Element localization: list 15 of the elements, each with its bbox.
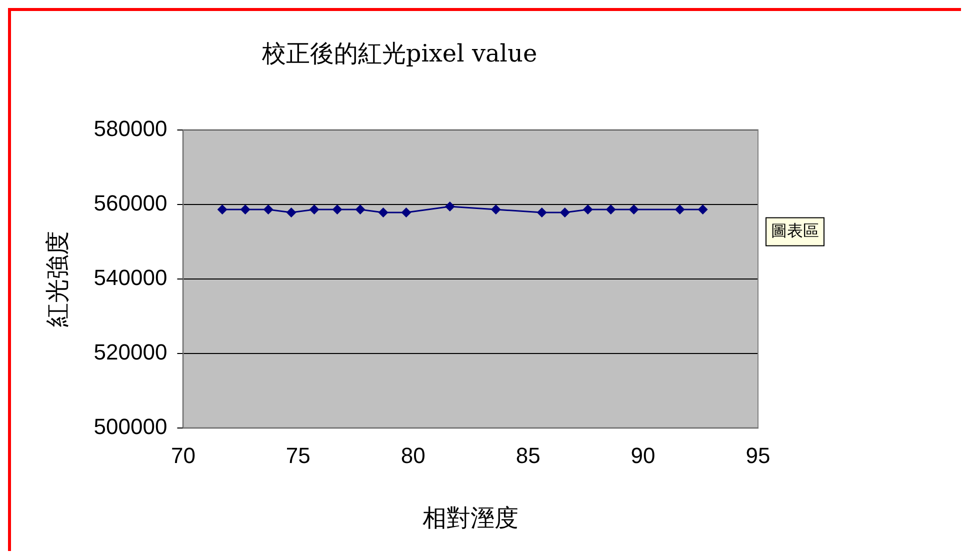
y-axis-title: 紅光強度 — [44, 230, 72, 327]
x-tick-label: 75 — [286, 443, 310, 468]
text: 圖表區 — [771, 220, 819, 240]
x-axis-title: 相對溼度 — [422, 504, 519, 532]
y-tick-label: 540000 — [94, 264, 168, 290]
y-tick-label: 520000 — [94, 339, 168, 364]
x-tick-label: 70 — [170, 443, 196, 468]
x-tick-label: 80 — [400, 443, 426, 468]
chart-title: 校正後的紅光pixel value — [260, 40, 538, 68]
y-tick-label: 580000 — [94, 116, 168, 141]
x-tick-label: 85 — [516, 443, 540, 468]
y-tick-label: 500000 — [94, 414, 168, 439]
x-tick-label: 95 — [746, 443, 770, 468]
y-tick-label: 560000 — [94, 190, 168, 216]
x-tick-label: 90 — [630, 443, 656, 468]
